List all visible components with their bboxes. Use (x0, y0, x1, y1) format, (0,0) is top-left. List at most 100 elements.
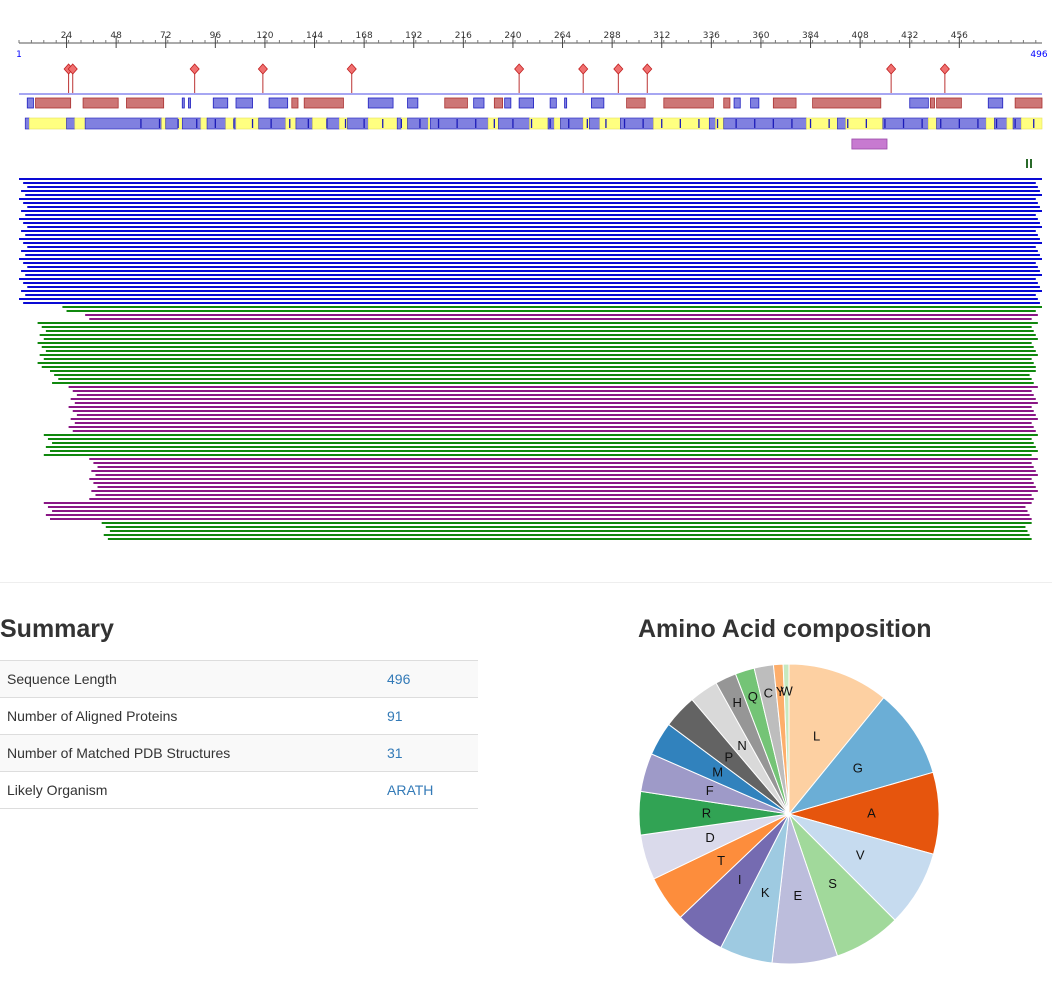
strand-feature (564, 97, 568, 109)
ruler-tick-label: 456 (951, 31, 968, 41)
order-segment (547, 117, 555, 130)
disorder-segment (715, 117, 725, 130)
helix-feature (493, 97, 504, 109)
helix-feature (291, 97, 299, 109)
sequence-viewer[interactable]: 24 48 72 96 120 144 168 192 216 240 264 288 312 336 36… (0, 0, 1052, 575)
strand-feature (518, 97, 535, 109)
pie-slice-label: R (702, 806, 711, 821)
order-segment (258, 117, 286, 130)
disorder-segment (582, 117, 590, 130)
strand-feature (367, 97, 394, 109)
strand-feature (26, 97, 34, 109)
site-marker-icon (939, 63, 950, 75)
summary-table: Sequence Length 496 Number of Aligned Pr… (0, 660, 478, 809)
site-marker-icon (189, 63, 200, 75)
helix-feature (35, 97, 72, 109)
strand-feature (268, 97, 289, 109)
row-value-link[interactable]: 496 (387, 660, 478, 698)
row-label: Number of Matched PDB Structures (0, 734, 387, 772)
pie-slice-label: C (764, 685, 773, 700)
disorder-segment (845, 117, 884, 130)
pie-slice (787, 771, 940, 855)
strand-feature (591, 97, 605, 109)
ruler-tick-label: 120 (256, 31, 273, 41)
disorder-segment (985, 117, 995, 130)
row-label: Likely Organism (0, 771, 387, 809)
disorder-segment (401, 117, 408, 130)
ruler-tick-label: 144 (306, 31, 323, 41)
strand-feature (235, 97, 253, 109)
ruler-tick-label: 312 (653, 31, 670, 41)
site-marker-icon (578, 63, 589, 75)
order-segment (84, 117, 162, 130)
order-segment (165, 117, 179, 130)
sequence-feature-viewer[interactable]: 24 48 72 96 120 144 168 192 216 240 264 288 312 336 36… (0, 0, 1052, 575)
disorder-segment (1006, 117, 1014, 130)
pie-slice (782, 663, 790, 815)
order-segment (708, 117, 716, 130)
disorder-segment (339, 117, 348, 130)
ruler-start-label: 1 (16, 50, 22, 60)
strand-feature (181, 97, 185, 109)
disorder-segment (161, 117, 167, 130)
disorder-segment (29, 117, 67, 130)
order-segment (620, 117, 654, 130)
order-segment (66, 117, 76, 130)
disorder-segment (200, 117, 208, 130)
ruler-tick-label: 216 (455, 31, 472, 41)
ruler-tick-label: 408 (852, 31, 869, 41)
ruler-tick-label: 384 (802, 31, 819, 41)
disorder-segment (599, 117, 621, 130)
table-row: Likely Organism ARATH (0, 771, 478, 809)
pie-slice-label: N (737, 738, 746, 753)
pie-slice-label: I (738, 872, 742, 887)
order-segment (295, 117, 313, 130)
pie-slice-label: P (725, 750, 734, 765)
pie-slice (787, 697, 934, 815)
order-segment (206, 117, 226, 130)
pie-slice-label: H (733, 695, 742, 710)
strand-feature (909, 97, 929, 109)
table-row: Sequence Length 496 (0, 660, 478, 698)
amino-acid-title: Amino Acid composition (638, 615, 932, 643)
ruler-tick-label: 240 (504, 31, 521, 41)
helix-feature (126, 97, 165, 109)
pie-slice-label: Y (776, 684, 785, 699)
helix-feature (303, 97, 344, 109)
pie-slice-label: A (867, 806, 876, 821)
ruler-tick-label: 264 (554, 31, 571, 41)
helix-feature (936, 97, 962, 109)
row-value-link[interactable]: 31 (387, 734, 478, 772)
helix-feature (444, 97, 468, 109)
pie-slice-label: F (706, 783, 714, 798)
site-marker-icon (613, 63, 624, 75)
summary-title: Summary (0, 615, 114, 643)
row-value-link[interactable]: 91 (387, 697, 478, 735)
pie-slice-label: V (856, 848, 865, 863)
ruler-tick-label: 96 (210, 31, 222, 41)
order-segment (347, 117, 369, 130)
row-label: Sequence Length (0, 660, 387, 698)
order-segment (560, 117, 584, 130)
pie-slice-label: D (705, 830, 714, 845)
order-segment (1012, 117, 1022, 130)
strand-feature (549, 97, 557, 109)
disorder-segment (487, 117, 499, 130)
disorder-segment (1021, 117, 1043, 130)
disorder-segment (928, 117, 937, 130)
helix-feature (82, 97, 119, 109)
pie-slice-label: T (717, 853, 725, 868)
disorder-segment (427, 117, 431, 130)
pie-slice-label: S (828, 876, 837, 891)
helix-feature (812, 97, 882, 109)
ruler-tick-label: 360 (752, 31, 769, 41)
ruler-tick-label: 192 (405, 31, 422, 41)
table-row: Number of Aligned Proteins 91 (0, 697, 478, 735)
site-marker-icon (514, 63, 525, 75)
collapse-handle-icon (1026, 159, 1028, 168)
pie-slice-label: W (780, 684, 793, 699)
order-segment (326, 117, 340, 130)
row-value-link[interactable]: ARATH (387, 771, 478, 809)
